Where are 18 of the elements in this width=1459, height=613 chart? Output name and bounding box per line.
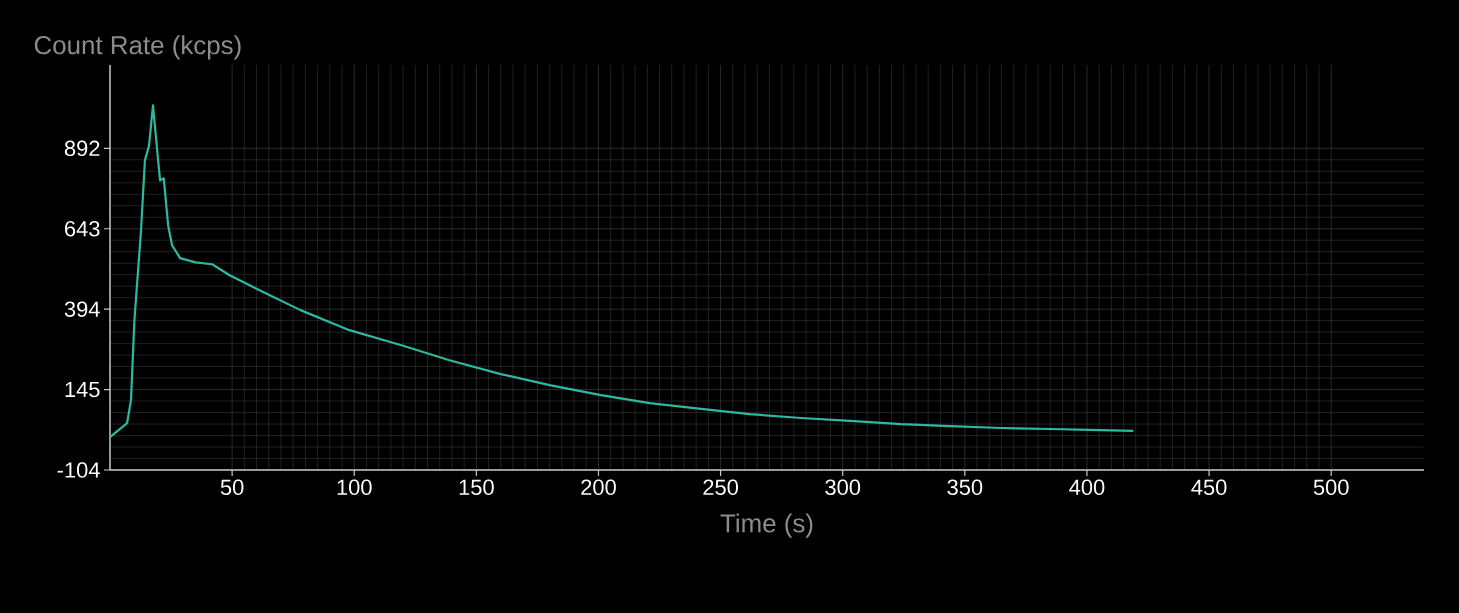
y-tick-label: -104	[57, 462, 100, 478]
x-tick-label: 450	[1191, 479, 1227, 496]
y-tick-label: 892	[64, 140, 100, 157]
y-tick-label: 145	[65, 381, 100, 398]
x-tick-label: 200	[581, 479, 616, 496]
x-tick-label: 500	[1313, 479, 1349, 496]
x-axis-title: Time (s)	[720, 513, 813, 538]
y-axis-title: Count Rate (kcps)	[34, 35, 241, 60]
x-tick-label: 400	[1069, 479, 1105, 496]
x-tick-label: 250	[703, 479, 738, 496]
line-series	[108, 104, 1135, 439]
y-tick-label: 394	[64, 301, 100, 317]
x-tick-label: 100	[337, 479, 372, 496]
y-tick-label: 643	[65, 220, 100, 237]
x-tick-label: 150	[459, 479, 494, 496]
x-tick-label: 350	[947, 479, 983, 496]
x-tick-label: 300	[825, 479, 861, 496]
x-tick-label: 50	[220, 479, 244, 496]
